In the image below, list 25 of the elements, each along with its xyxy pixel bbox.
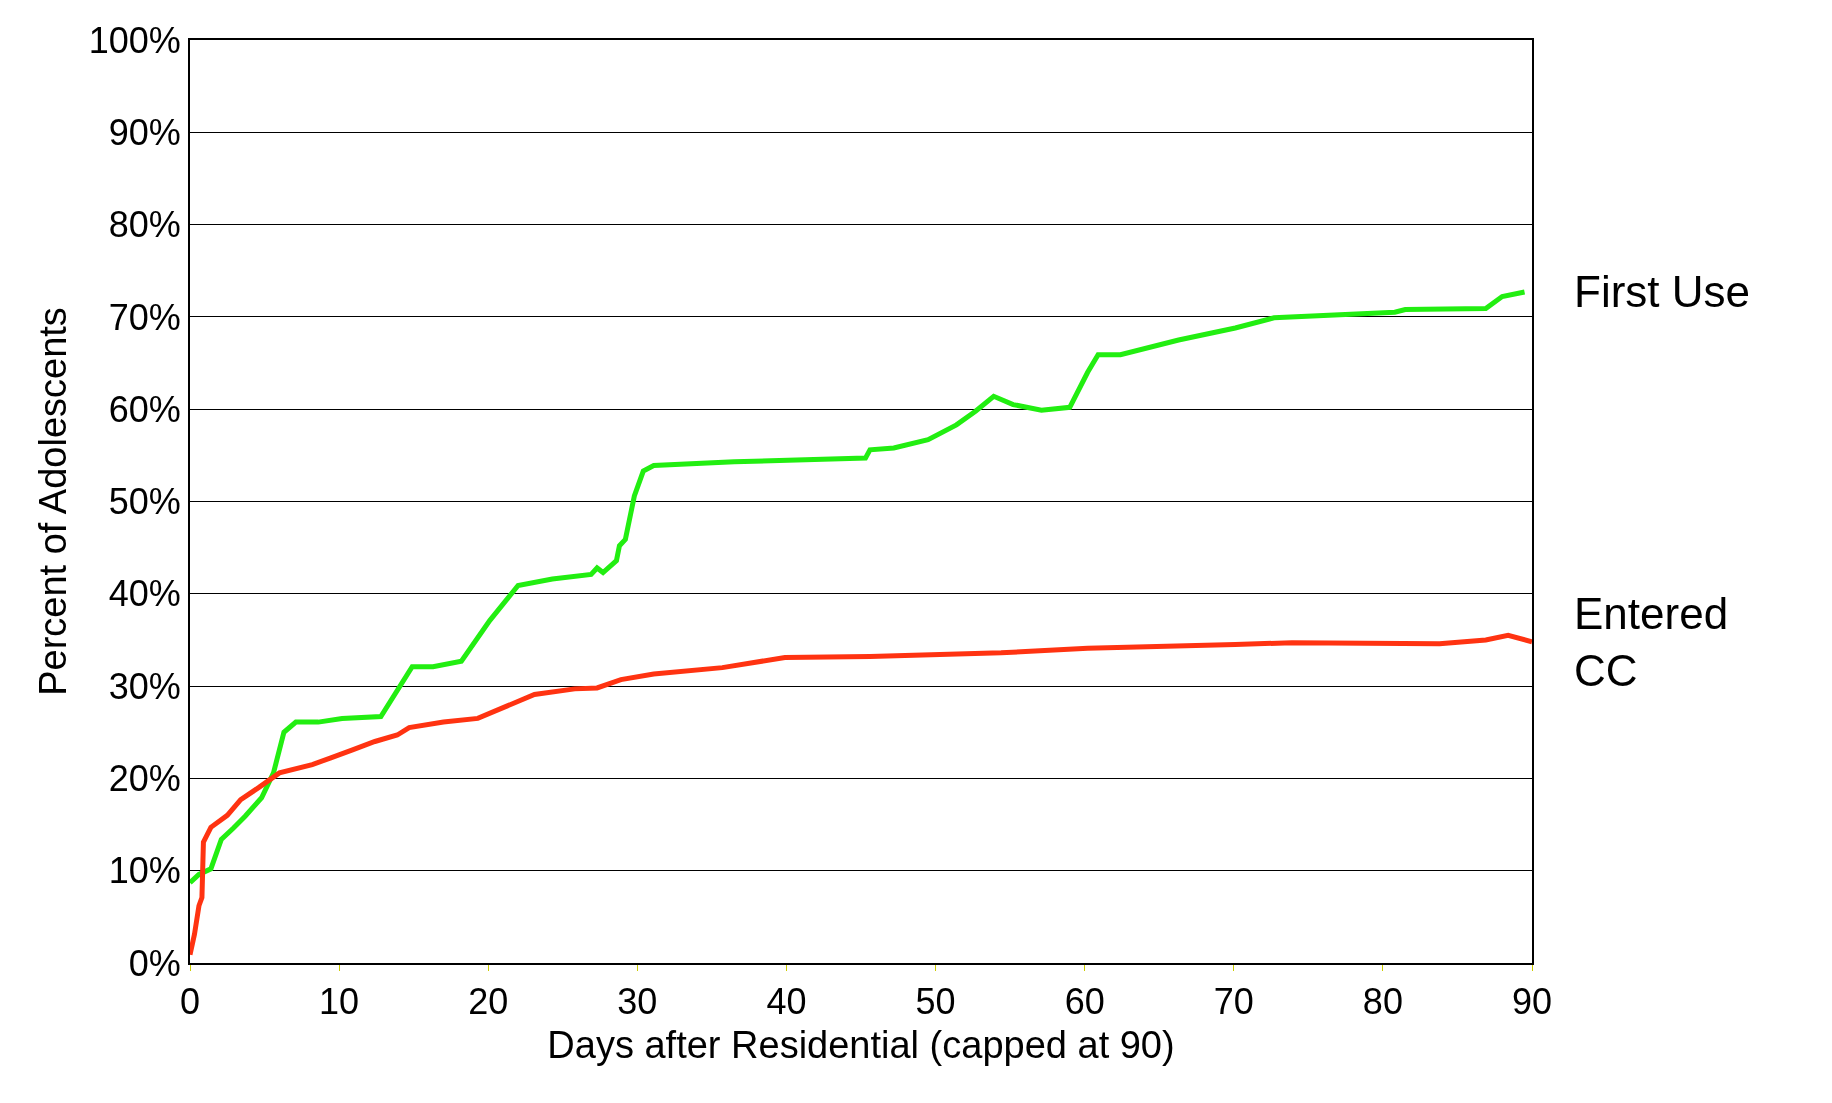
y-tick-label: 50%: [108, 481, 181, 523]
y-tick-label: 100%: [88, 19, 181, 61]
y-tick-label: 0%: [128, 942, 181, 984]
series-label: Entered CC: [1574, 589, 1729, 696]
x-tick-label: 10: [319, 981, 360, 1023]
y-tick-label: 60%: [108, 388, 181, 430]
x-tick-label: 70: [1213, 981, 1254, 1023]
y-tick-label: 30%: [108, 665, 181, 707]
x-tick-label: 30: [617, 981, 658, 1023]
y-tick-label: 40%: [108, 573, 181, 615]
x-tick-label: 40: [766, 981, 807, 1023]
x-axis-title: Days after Residential (capped at 90): [547, 1023, 1175, 1066]
x-tick-label: 50: [915, 981, 956, 1023]
y-tick-label: 20%: [108, 758, 181, 799]
x-tick-label: 80: [1362, 981, 1403, 1023]
y-tick-label: 90%: [108, 111, 181, 153]
y-tick-label: 80%: [108, 204, 181, 246]
x-tick-label: 0: [179, 981, 201, 1023]
x-tick-label: 20: [468, 981, 509, 1023]
series-label: First Use: [1574, 267, 1750, 316]
y-axis-title: Percent of Adolescents: [32, 307, 75, 696]
y-tick-label: 10%: [108, 850, 181, 892]
y-tick-label: 70%: [108, 296, 181, 338]
x-tick-label: 60: [1064, 981, 1105, 1023]
x-tick-label: 90: [1511, 981, 1553, 1023]
